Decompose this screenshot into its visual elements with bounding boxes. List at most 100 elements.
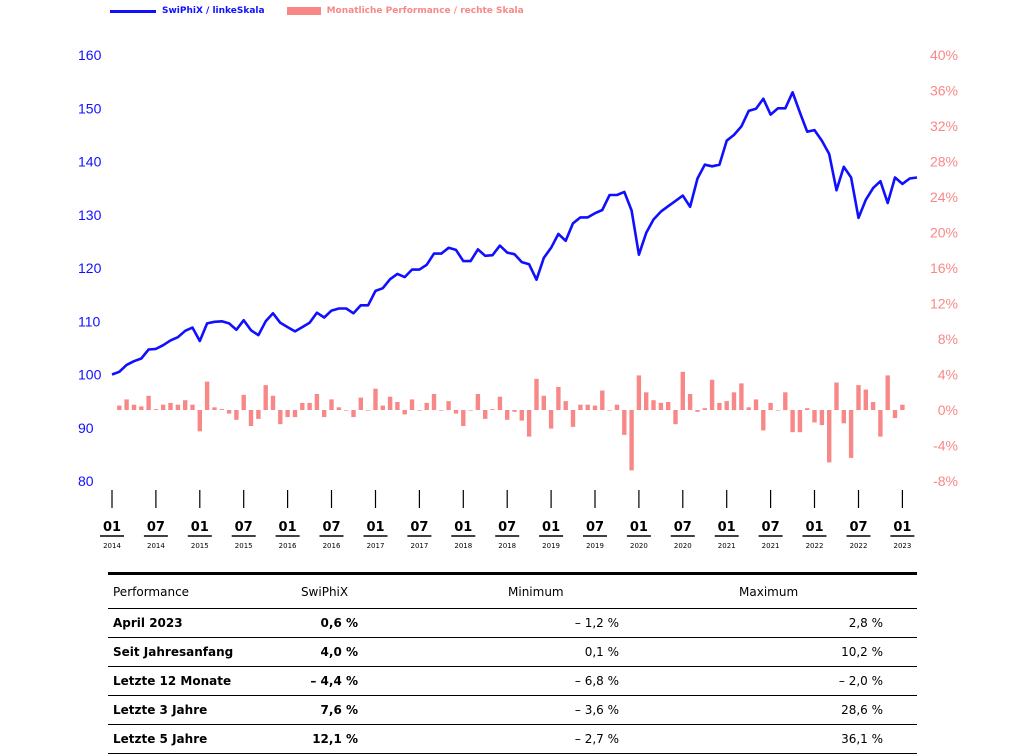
monthly-performance-bar: [592, 405, 598, 410]
cell-minimum: – 2,7 %: [378, 724, 670, 754]
right-axis-tick-label: 36%: [930, 83, 958, 99]
monthly-performance-bar: [848, 410, 854, 458]
monthly-performance-bar: [219, 409, 224, 410]
monthly-performance-bar: [717, 402, 722, 410]
monthly-performance-bar: [724, 401, 729, 410]
x-axis-year-label: 2023: [893, 542, 911, 550]
monthly-performance-bar: [131, 404, 137, 410]
x-axis-month-label: 01: [366, 520, 384, 535]
monthly-performance-bar: [387, 396, 393, 410]
monthly-performance-bar: [695, 410, 700, 412]
monthly-performance-bar: [278, 410, 283, 425]
x-axis-month-label: 07: [235, 520, 253, 535]
cell-swiphix: 12,1 %: [260, 724, 378, 754]
monthly-performance-bar: [395, 402, 400, 410]
monthly-performance-bar: [285, 410, 290, 418]
cell-maximum: 2,8 %: [669, 608, 907, 638]
monthly-performance-bar: [256, 410, 261, 419]
monthly-performance-bar: [805, 408, 810, 410]
row-label: Letzte 5 Jahre: [108, 724, 261, 754]
monthly-performance-bar: [548, 410, 554, 429]
monthly-performance-bar: [900, 404, 905, 410]
monthly-performance-bar: [270, 395, 276, 410]
monthly-performance-bar: [739, 383, 744, 410]
x-axis-year-label: 2017: [410, 542, 428, 550]
x-axis-year-label: 2015: [235, 542, 253, 550]
monthly-performance-bar: [526, 410, 532, 437]
monthly-performance-bar: [234, 410, 239, 420]
row-spacer: [907, 637, 917, 667]
monthly-performance-bar: [461, 410, 466, 426]
legend-item-swiphix: SwiPhiX / linkeSkala: [110, 6, 265, 16]
cell-swiphix: – 4,4 %: [260, 666, 378, 696]
monthly-performance-bar: [402, 410, 407, 415]
legend-swatch-bar: [286, 7, 321, 15]
chart-legend: SwiPhiX / linkeSkala Monatliche Performa…: [110, 6, 546, 16]
x-axis-year-label: 2020: [630, 542, 648, 550]
monthly-performance-bar: [241, 394, 246, 410]
x-axis-year-label: 2016: [323, 542, 341, 550]
right-axis-tick-label: -4%: [933, 438, 958, 454]
legend-label-swiphix: SwiPhiX / linkeSkala: [162, 6, 265, 16]
monthly-performance-bar: [161, 404, 166, 410]
monthly-performance-bar: [768, 402, 773, 410]
table-row: Letzte 3 Jahre 7,6 % – 3,6 % 28,6 %: [108, 695, 917, 725]
monthly-performance-bar: [878, 410, 883, 437]
monthly-performance-bar: [358, 397, 363, 410]
monthly-performance-bar: [863, 389, 868, 410]
monthly-performance-bar: [578, 404, 583, 410]
x-axis-year-label: 2019: [586, 542, 604, 550]
cell-swiphix: 0,6 %: [260, 608, 378, 638]
performance-chart: 80 90 100 110 120 130 140 150 160 -8% -4% 0% 4% 8% 12%…: [78, 47, 958, 550]
monthly-performance-bar: [117, 405, 122, 410]
monthly-performance-bar: [629, 410, 634, 471]
monthly-performance-bar: [885, 375, 890, 410]
cell-maximum: – 2,0 %: [669, 666, 907, 696]
left-axis-tick-label: 90: [78, 420, 94, 436]
monthly-performance-bar: [505, 410, 510, 420]
monthly-performance-bar: [892, 410, 898, 418]
monthly-performance-bar: [212, 407, 217, 410]
left-axis-tick-label: 160: [78, 47, 102, 63]
monthly-performance-bar: [431, 394, 437, 410]
row-label: April 2023: [108, 608, 261, 638]
x-axis-month-label: 01: [893, 520, 911, 535]
x-axis-month-label: 07: [147, 520, 165, 535]
monthly-performance-bar: [731, 392, 737, 411]
left-axis-tick-label: 150: [78, 100, 102, 116]
monthly-performance-bar: [322, 410, 327, 418]
x-axis-month-label: 07: [586, 520, 604, 535]
monthly-performance-bar: [344, 410, 349, 411]
cell-minimum: 0,1 %: [378, 637, 670, 667]
row-label: Seit Jahresanfang: [108, 637, 261, 667]
x-axis-month-label: 01: [630, 520, 648, 535]
table-row: April 2023 0,6 % – 1,2 % 2,8 %: [108, 608, 917, 638]
monthly-performance-bar: [797, 410, 803, 433]
monthly-performance-bar: [541, 395, 546, 410]
performance-table: Performance SwiPhiX Minimum Maximum Apri…: [108, 572, 917, 754]
x-axis-year-label: 2022: [850, 542, 868, 550]
legend-item-monthly: Monatliche Performance / rechte Skala: [286, 6, 524, 16]
monthly-performance-bar: [168, 402, 173, 410]
monthly-performance-bar: [190, 404, 195, 410]
x-axis-year-label: 2021: [718, 542, 736, 550]
monthly-performance-bar: [365, 410, 371, 411]
monthly-performance-bar: [827, 410, 832, 463]
monthly-performance-bar: [666, 402, 671, 410]
monthly-performance-bar: [453, 410, 459, 414]
monthly-performance-bar: [263, 385, 268, 410]
row-spacer: [907, 724, 917, 754]
cell-swiphix: 4,0 %: [260, 637, 378, 667]
monthly-performance-bar: [292, 410, 298, 418]
monthly-performance-bar: [153, 409, 159, 410]
monthly-performance-bar: [614, 404, 620, 410]
monthly-performance-bar: [248, 410, 254, 426]
cell-minimum: – 3,6 %: [378, 695, 670, 725]
row-spacer: [907, 695, 917, 725]
monthly-performance-bar: [183, 400, 188, 410]
monthly-performance-bar: [373, 388, 378, 410]
x-axis-year-label: 2022: [806, 542, 824, 550]
right-axis-tick-label: 4%: [938, 367, 958, 383]
x-axis-month-label: 01: [103, 520, 121, 535]
legend-label-monthly: Monatliche Performance / rechte Skala: [326, 6, 524, 16]
